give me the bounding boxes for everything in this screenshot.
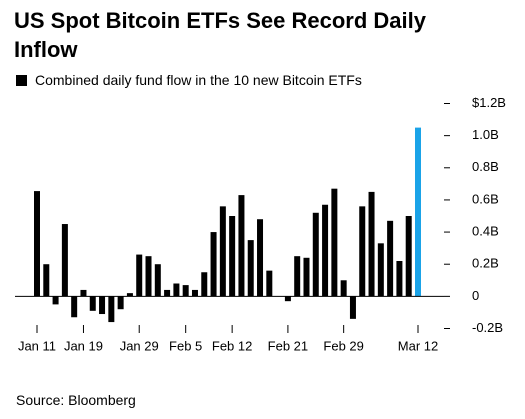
bar: [61, 224, 68, 297]
source: Source: Bloomberg: [16, 392, 136, 408]
bar: [99, 296, 106, 315]
x-tick-label: Jan 29: [120, 338, 159, 353]
bar: [387, 220, 394, 297]
chart-title: US Spot Bitcoin ETFs See Record Daily In…: [14, 8, 426, 62]
x-tick-label: Feb 12: [212, 338, 252, 353]
bar: [136, 254, 143, 297]
bar: [377, 243, 384, 297]
y-tick-label: 0.2B: [472, 256, 499, 271]
bar: [322, 204, 329, 297]
bar: [80, 289, 87, 297]
y-tick-label: 0.6B: [472, 191, 499, 206]
x-tick-label: Mar 12: [398, 338, 438, 353]
bar: [415, 127, 421, 297]
bar: [71, 296, 78, 318]
bar: [126, 293, 133, 297]
bar: [396, 261, 403, 297]
legend-swatch: [16, 74, 27, 86]
bar: [284, 296, 291, 302]
bar: [201, 272, 208, 297]
legend: Combined daily fund flow in the 10 new B…: [16, 72, 362, 88]
bar: [164, 289, 171, 297]
bar: [210, 232, 217, 297]
x-tick-label: Feb 5: [169, 338, 202, 353]
y-tick-label: 0.4B: [472, 224, 499, 239]
bar: [43, 264, 50, 297]
bar: [154, 264, 161, 297]
bar: [266, 270, 273, 297]
bar: [145, 256, 152, 297]
y-tick-label: $1.2B: [472, 95, 506, 110]
bar: [257, 219, 264, 297]
bar: [359, 206, 366, 297]
bar: [191, 289, 198, 297]
bar: [303, 257, 310, 297]
bar: [219, 206, 226, 297]
bar: [312, 212, 319, 297]
bar: [229, 216, 236, 297]
bar: [117, 296, 124, 310]
bar: [368, 191, 375, 297]
x-tick-label: Feb 21: [268, 338, 308, 353]
x-tick-label: Jan 19: [64, 338, 103, 353]
bar: [52, 296, 59, 305]
bar: [349, 296, 356, 319]
bar: [108, 296, 115, 323]
bar: [247, 240, 254, 297]
x-tick-label: Jan 11: [18, 338, 56, 353]
y-tick-label: 0: [472, 288, 479, 303]
y-tick-label: 1.0B: [472, 127, 499, 142]
x-tick-label: Feb 29: [323, 338, 363, 353]
y-tick-label: 0.8B: [472, 159, 499, 174]
legend-label: Combined daily fund flow in the 10 new B…: [35, 72, 362, 88]
bar: [331, 188, 338, 297]
bar: [405, 216, 412, 297]
bar: [294, 256, 301, 297]
bar: [34, 191, 40, 297]
bar: [238, 195, 245, 297]
bar: [89, 296, 96, 311]
y-tick-label: -0.2B: [472, 320, 503, 335]
bar: [340, 280, 347, 297]
bar: [182, 285, 189, 297]
bar: [173, 283, 180, 297]
